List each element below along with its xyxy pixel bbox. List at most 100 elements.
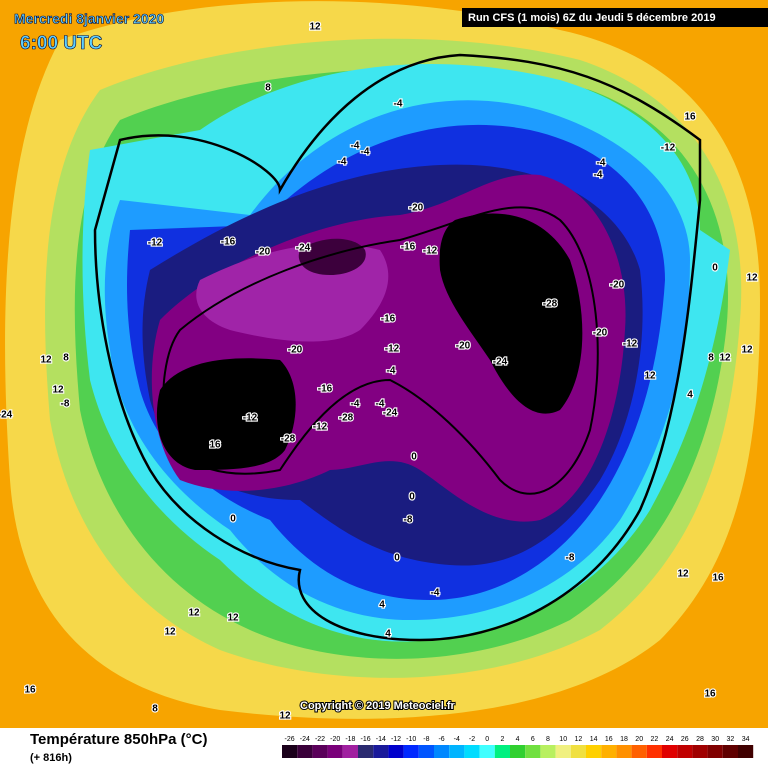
colorbar-label: 34 [742,736,750,743]
contour-label: -16 [381,314,396,325]
copyright: Copyright © 2019 Meteociel.fr [300,700,456,712]
contour-label: 16 [24,685,36,696]
contour-label: -12 [313,422,328,433]
contour-label: 12 [164,627,176,638]
colorbar-label: 22 [651,736,659,743]
colorbar-swatch [738,745,754,758]
colorbar-label: 4 [516,736,520,743]
contour-label: -4 [351,399,360,410]
contour-label: -12 [623,339,638,350]
colorbar-label: -16 [361,736,371,743]
contour-label: -4 [394,99,403,110]
colorbar-swatch [616,745,632,758]
colorbar-label: 26 [681,736,689,743]
contour-label: -20 [610,280,625,291]
contour-label: 16 [209,440,221,451]
colorbar-swatch [540,745,556,758]
contour-label: -4 [387,366,396,377]
colorbar-label: -14 [376,736,386,743]
contour-label: 16 [704,689,716,700]
contour-label: -28 [543,299,558,310]
contour-label: -12 [661,143,676,154]
colorbar-swatch [525,745,541,758]
colorbar-label: 18 [620,736,628,743]
colorbar-swatch [358,745,374,758]
colorbar-swatch [677,745,693,758]
colorbar-label: -10 [406,736,416,743]
contour-label: -24 [296,243,311,254]
colorbar-swatch [479,745,495,758]
contour-label: 0 [394,553,400,564]
colorbar-swatch [494,745,510,758]
contour-label: -8 [61,399,70,410]
colorbar-swatch [312,745,328,758]
colorbar-swatch [327,745,343,758]
contour-label: 12 [719,353,731,364]
contour-label: 0 [409,492,415,503]
contour-label: -4 [338,157,347,168]
colorbar-swatch [692,745,708,758]
colorbar-swatch [570,745,586,758]
colorbar-label: 16 [605,736,613,743]
contour-label: -4 [594,170,603,181]
colorbar-label: -22 [315,736,325,743]
contour-label: -28 [339,413,354,424]
contour-label: 0 [230,514,236,525]
colorbar-label: 24 [666,736,674,743]
colorbar-label: -26 [285,736,295,743]
run-info: Run CFS (1 mois) 6Z du Jeudi 5 décembre … [468,12,716,24]
contour-label: -4 [376,399,385,410]
colorbar-label: -4 [454,736,460,743]
contour-label: 8 [265,83,271,94]
colorbar-swatch [297,745,313,758]
contour-label: -28 [281,434,296,445]
colorbar-label: -2 [469,736,475,743]
contour-label: 12 [227,613,239,624]
contour-label: 0 [712,263,718,274]
contour-label: -24 [0,410,13,421]
contour-label: 8 [152,704,158,715]
contour-label: 12 [677,569,689,580]
colorbar-label: 10 [559,736,567,743]
contour-label: -16 [318,384,333,395]
colorbar-swatch [403,745,419,758]
colorbar-label: 6 [531,736,535,743]
colorbar-swatch [434,745,450,758]
colorbar-label: -6 [438,736,444,743]
contour-label: 4 [385,629,391,640]
colorbar-swatch [555,745,571,758]
contour-label: 16 [712,573,724,584]
colorbar-label: 32 [727,736,735,743]
colorbar-swatch [342,745,358,758]
contour-label: -8 [566,553,575,564]
contour-label: 12 [644,371,656,382]
contour-label: -12 [385,344,400,355]
colorbar: -26 -24 -22 -20 -18 -16 -14 -12 -10 -8 -6 -4 -2 0 2 4 6 8… [282,736,754,758]
colorbar-label: 28 [696,736,704,743]
contour-label: 8 [708,353,714,364]
contour-label: -16 [221,237,236,248]
contour-label: 12 [746,273,758,284]
contour-label: -20 [456,341,471,352]
colorbar-swatch [510,745,526,758]
contour-label: -4 [431,588,440,599]
colorbar-swatch [373,745,389,758]
contour-label: -4 [351,141,360,152]
contour-label: -12 [148,238,163,249]
colorbar-label: 2 [500,736,504,743]
contour-label: -4 [597,158,606,169]
colorbar-label: -20 [330,736,340,743]
colorbar-label: 12 [575,736,583,743]
contour-label: 16 [684,112,696,123]
contour-labels: 128-416-12-4-4-4 -4-4-20-12 -16-20 -24 -16 -1… [0,21,759,723]
colorbar-swatch [464,745,480,758]
colorbar-swatch [449,745,465,758]
colorbar-label: -18 [345,736,355,743]
contour-label: 12 [52,385,64,396]
colorbar-label: -24 [300,736,310,743]
footer-subtitle: (+ 816h) [30,752,72,764]
map-background [0,0,768,728]
colorbar-swatch [282,745,298,758]
colorbar-swatch [586,745,602,758]
colorbar-swatch [418,745,434,758]
